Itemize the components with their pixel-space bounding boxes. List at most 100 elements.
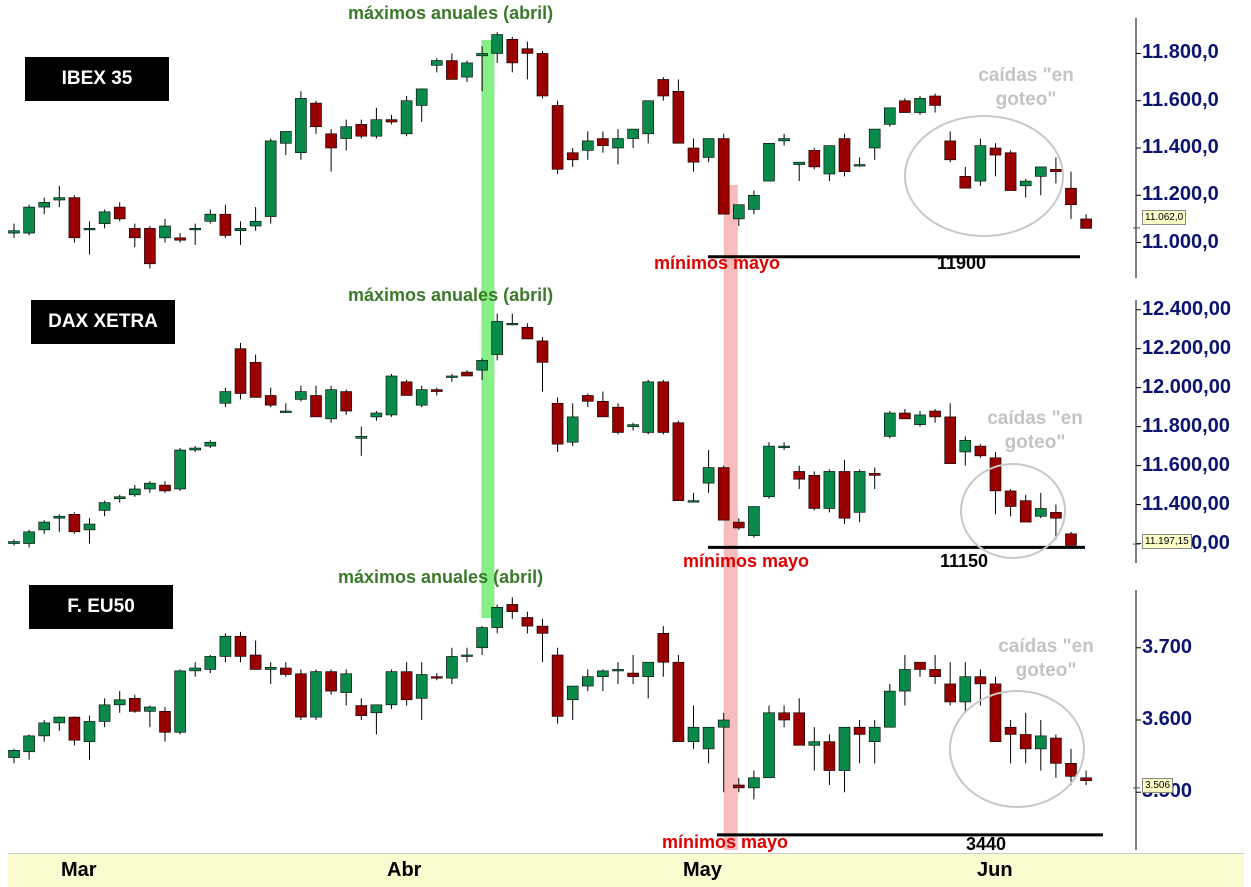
candle-body	[264, 666, 277, 670]
candle-body	[400, 381, 413, 396]
candle-body	[914, 414, 926, 425]
drip-text-line2: goteo"	[995, 89, 1057, 110]
candle-body	[929, 95, 941, 106]
candle-body	[627, 128, 639, 139]
last-price-box-eu50: 3.506	[1142, 778, 1174, 793]
candle-body	[551, 105, 564, 170]
candle-body	[506, 604, 519, 612]
candle-body	[763, 142, 775, 182]
drip-falls-ellipse	[960, 463, 1066, 559]
candle-body	[868, 726, 881, 742]
candle-body	[899, 412, 911, 420]
candle-body	[113, 206, 126, 220]
candle-body	[566, 152, 579, 161]
candle-body	[672, 422, 685, 501]
y-tick-label: 11.200,0	[1142, 183, 1219, 206]
candle-body	[204, 656, 217, 670]
candle-body	[23, 531, 35, 544]
y-tick-label: 12.400,00	[1142, 297, 1231, 320]
candle-body	[717, 719, 730, 728]
annotation-support-level: 11150	[940, 551, 989, 571]
candle-body	[38, 521, 51, 531]
candle-body	[883, 412, 896, 437]
candle-body	[959, 439, 972, 453]
candle-body	[355, 705, 368, 716]
candle-body	[219, 213, 232, 236]
candle-body	[748, 777, 760, 789]
candle-body	[129, 488, 141, 496]
candle-body	[1050, 512, 1062, 519]
candle-body	[1019, 180, 1032, 187]
candle-body	[385, 671, 398, 706]
y-tick-label: 11.600,00	[1142, 453, 1230, 476]
candle-body	[430, 676, 443, 679]
candle-body	[597, 401, 609, 418]
candle-body	[310, 102, 322, 128]
x-tick-label: Jun	[977, 859, 1013, 881]
candle-body	[627, 424, 639, 427]
candle-body	[732, 784, 745, 789]
candle-body	[1035, 166, 1047, 177]
candle-body	[415, 389, 428, 406]
candle-body	[944, 683, 957, 703]
candle-body	[340, 673, 353, 693]
candle-body	[355, 124, 368, 137]
candle-body	[687, 726, 700, 742]
drip-falls-ellipse	[904, 115, 1064, 237]
candle-body	[853, 726, 866, 735]
candle-body	[400, 671, 413, 701]
candle-body	[793, 471, 806, 480]
candle-body	[264, 395, 277, 406]
candle-body	[581, 395, 594, 402]
candle-body	[687, 147, 700, 163]
candle-body	[536, 340, 549, 363]
candle-body	[717, 467, 730, 521]
candle-body	[627, 672, 639, 677]
candle-body	[838, 471, 851, 519]
candle-body	[989, 457, 1002, 492]
y-tick-label: 11.800,00	[1142, 414, 1230, 437]
candle-body	[249, 220, 262, 227]
candle-body	[1080, 777, 1092, 781]
candle-body	[1019, 734, 1032, 750]
drip-text-line1: caídas "en	[998, 636, 1094, 657]
candle-body	[612, 669, 624, 672]
candle-body	[551, 402, 564, 445]
candle-body	[461, 62, 473, 78]
candle-body	[657, 79, 670, 97]
candle-body	[823, 741, 836, 771]
candle-body	[763, 712, 775, 779]
candle-body	[1065, 533, 1077, 546]
candle-body	[129, 698, 141, 712]
panel-title-ibex: IBEX 35	[25, 57, 169, 101]
candle-body	[521, 326, 534, 340]
drip-text-line1: caídas "en	[978, 65, 1074, 86]
candle-body	[612, 138, 624, 149]
candle-body	[808, 741, 821, 746]
last-price-box-dax: 11.197,15	[1142, 534, 1192, 549]
annotation-may-low: mínimos mayo	[654, 253, 781, 273]
candle-body	[914, 98, 926, 113]
candle-body	[385, 119, 398, 123]
candle-body	[53, 515, 66, 519]
candle-body	[597, 138, 609, 146]
drip-text-line1: caídas "en	[987, 408, 1083, 429]
candle-body	[325, 133, 337, 149]
candle-body	[8, 541, 20, 544]
candle-body	[476, 360, 488, 371]
candle-body	[159, 225, 171, 239]
candle-body	[279, 410, 292, 413]
candle-body	[340, 126, 353, 139]
candle-body	[159, 484, 171, 492]
candle-body	[1035, 508, 1047, 517]
candle-body	[144, 706, 156, 712]
last-price-box-ibex: 11.062,0	[1142, 210, 1187, 225]
candle-body	[264, 140, 277, 217]
candle-body	[189, 447, 201, 451]
candle-body	[340, 391, 353, 412]
candle-body	[1004, 490, 1017, 507]
candle-body	[778, 138, 790, 142]
candle-body	[310, 671, 322, 718]
candle-body	[23, 735, 35, 753]
